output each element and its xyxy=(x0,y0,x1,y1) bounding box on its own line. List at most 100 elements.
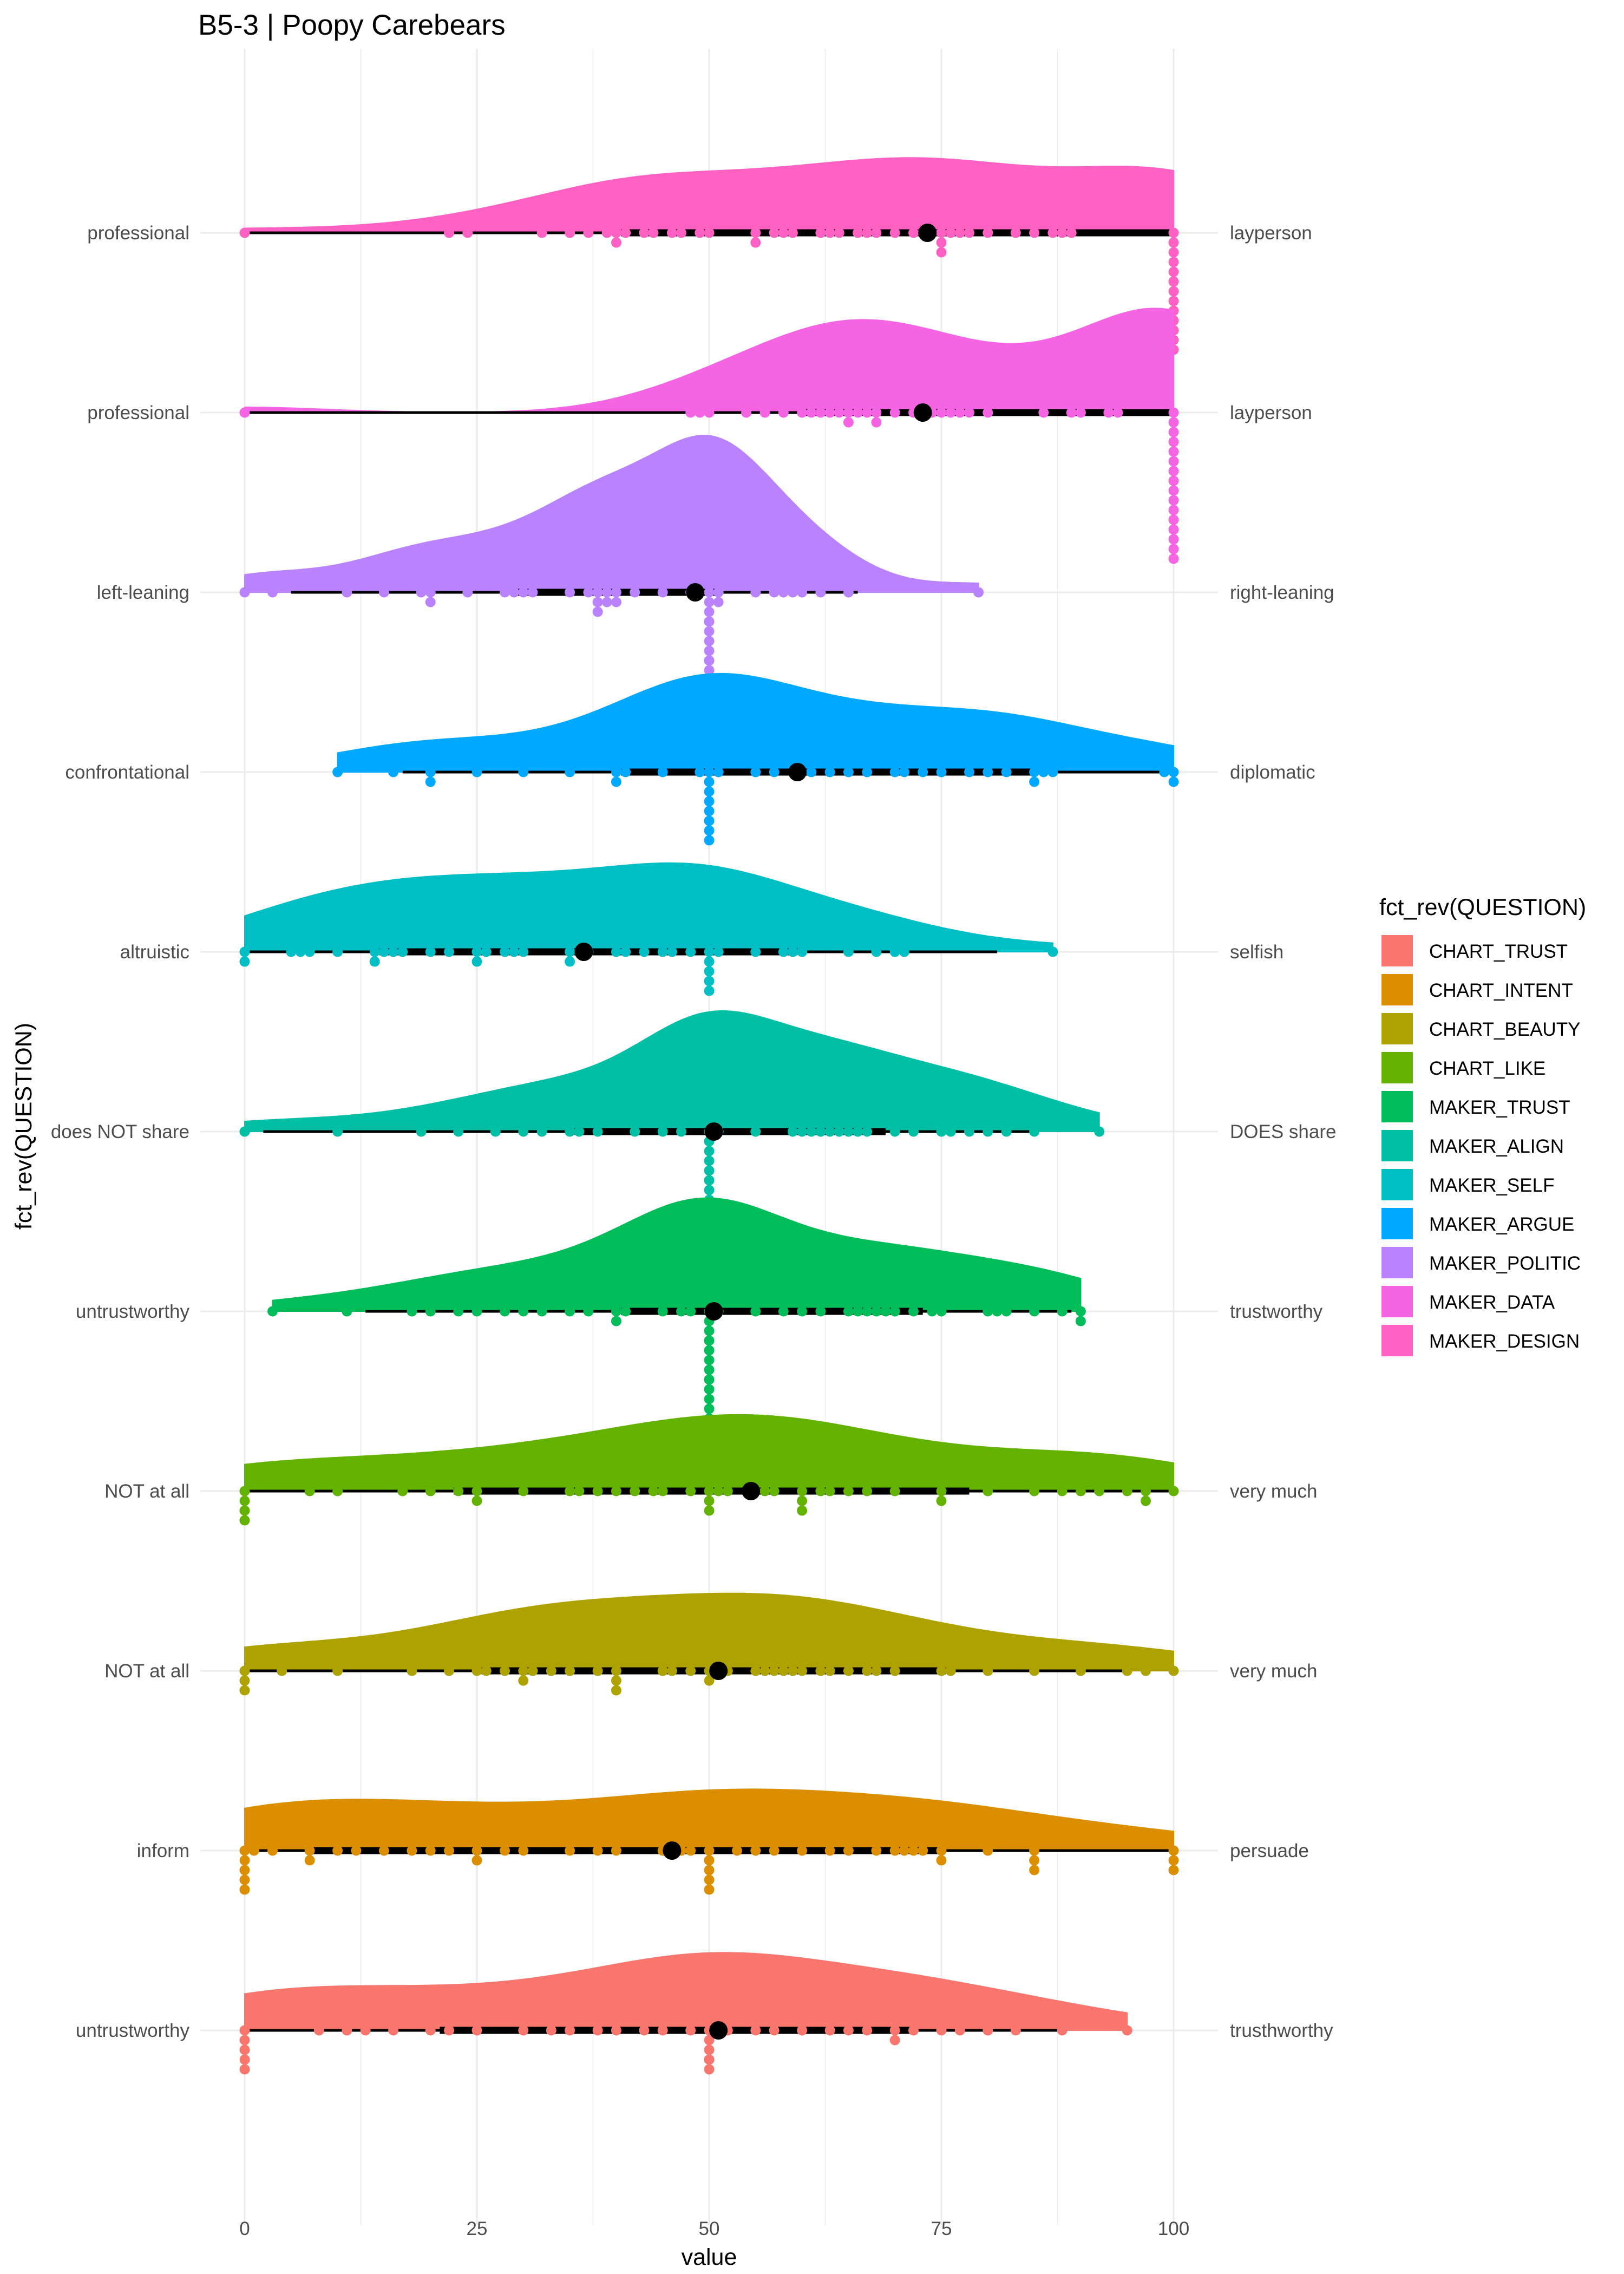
data-point xyxy=(695,407,705,418)
data-point xyxy=(536,1126,547,1137)
data-point xyxy=(620,227,631,238)
density-cloud xyxy=(244,1592,1174,1671)
data-point xyxy=(518,1486,529,1497)
data-point xyxy=(1075,1316,1086,1327)
data-point xyxy=(853,1126,863,1137)
data-point xyxy=(843,1306,854,1317)
data-point xyxy=(824,1845,835,1856)
data-point xyxy=(1075,1486,1086,1497)
data-point xyxy=(611,1316,621,1327)
row-maker-politic: left-leaning right-leaning xyxy=(97,434,1334,695)
data-point xyxy=(1168,544,1179,554)
data-point xyxy=(704,1495,715,1506)
data-point xyxy=(565,1126,575,1137)
row-chart-beauty: NOT at all very much xyxy=(104,1592,1317,1696)
data-point xyxy=(899,946,909,957)
data-point xyxy=(239,587,250,598)
plot-rows: professional layperson professional laypers… xyxy=(51,157,1336,2075)
data-point xyxy=(583,587,594,598)
data-point xyxy=(1141,1486,1151,1497)
legend-swatch xyxy=(1381,1286,1413,1317)
data-point xyxy=(778,587,789,598)
row-maker-trust: untrustworthy trustworthy xyxy=(76,1197,1323,1424)
data-point xyxy=(453,1486,464,1497)
left-scale-label: altruistic xyxy=(120,942,189,963)
data-point xyxy=(704,776,715,787)
mean-point xyxy=(913,403,932,422)
data-point xyxy=(778,946,789,957)
data-point xyxy=(1168,407,1179,418)
data-point xyxy=(704,2044,715,2055)
density-cloud xyxy=(244,1414,1174,1492)
data-point xyxy=(843,587,854,598)
data-point xyxy=(1075,1306,1086,1317)
data-point xyxy=(611,1675,621,1686)
data-point xyxy=(936,1845,947,1856)
data-point xyxy=(1029,1486,1040,1497)
data-point xyxy=(704,1165,715,1176)
data-point xyxy=(500,1845,510,1856)
data-point xyxy=(1112,407,1123,418)
data-point xyxy=(704,1884,715,1895)
data-point xyxy=(704,1185,715,1195)
data-point xyxy=(239,227,250,238)
data-point xyxy=(239,2054,250,2065)
mean-point xyxy=(574,943,593,961)
data-point xyxy=(704,1845,715,1856)
data-point xyxy=(472,956,482,967)
data-point xyxy=(565,227,575,238)
data-point xyxy=(843,2025,854,2036)
data-point xyxy=(945,227,956,238)
data-point xyxy=(518,1306,529,1317)
data-point xyxy=(685,407,696,418)
row-chart-trust: untrustworthy trusthworthy xyxy=(76,1952,1333,2075)
legend-swatch xyxy=(1381,1130,1413,1161)
data-point xyxy=(666,227,677,238)
data-point xyxy=(239,1884,250,1895)
data-point xyxy=(630,1126,640,1137)
data-point xyxy=(592,1126,603,1137)
data-point xyxy=(518,1675,529,1686)
data-point xyxy=(704,825,715,836)
data-point xyxy=(750,1665,761,1676)
data-point xyxy=(936,2025,947,2036)
data-point xyxy=(769,1845,780,1856)
data-point xyxy=(378,946,389,957)
data-point xyxy=(983,407,993,418)
data-point xyxy=(936,1126,947,1137)
data-point xyxy=(973,587,984,598)
data-point xyxy=(592,606,603,617)
data-point xyxy=(462,227,473,238)
x-tick-label: 100 xyxy=(1158,2218,1189,2239)
data-point xyxy=(1141,1495,1151,1506)
data-point xyxy=(918,1845,928,1856)
data-point xyxy=(889,2035,900,2046)
data-point xyxy=(527,1665,538,1676)
data-point xyxy=(704,1364,715,1375)
data-point xyxy=(313,2025,324,2036)
data-point xyxy=(1168,495,1179,506)
legend: fct_rev(QUESTION) CHART_TRUST CHART_INTEN… xyxy=(1379,894,1586,1356)
data-point xyxy=(797,1126,808,1137)
data-point xyxy=(1057,1306,1068,1317)
data-point xyxy=(657,587,668,598)
data-point xyxy=(945,407,956,418)
data-point xyxy=(332,1486,343,1497)
data-point xyxy=(378,587,389,598)
data-point xyxy=(1047,767,1058,777)
left-scale-label: professional xyxy=(87,223,189,244)
right-scale-label: trustworthy xyxy=(1230,1301,1323,1322)
data-point xyxy=(704,2064,715,2075)
data-point xyxy=(704,956,715,967)
legend-swatch xyxy=(1381,1091,1413,1122)
data-point xyxy=(704,1335,715,1346)
data-point xyxy=(425,1306,436,1317)
data-point xyxy=(704,1505,715,1516)
data-point xyxy=(472,1665,482,1676)
data-point xyxy=(1168,237,1179,248)
data-point xyxy=(369,946,380,957)
data-point xyxy=(1168,1855,1179,1866)
data-point xyxy=(1168,446,1179,457)
data-point xyxy=(908,1306,919,1317)
data-point xyxy=(239,1855,250,1866)
